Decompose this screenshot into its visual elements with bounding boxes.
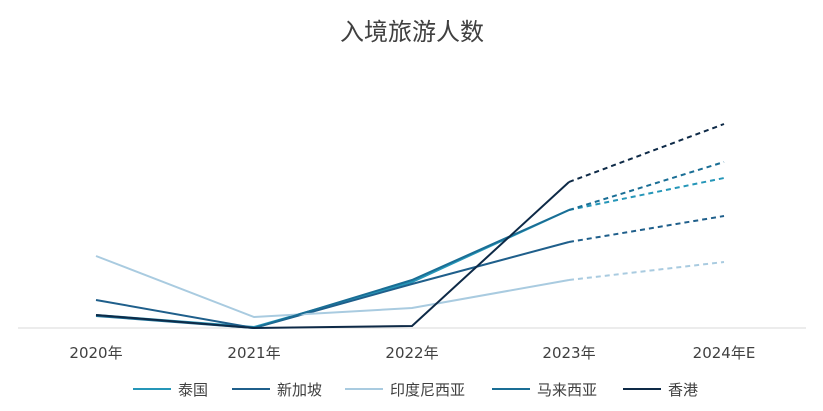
legend-label: 新加坡 xyxy=(277,381,322,399)
chart-title: 入境旅游人数 xyxy=(340,18,484,46)
series-line-actual xyxy=(95,241,570,330)
x-tick-label: 2020年 xyxy=(69,344,122,362)
series-line-forecast xyxy=(568,123,725,183)
series-line-forecast xyxy=(568,261,725,281)
x-tick-labels: 2020年 2021年 2022年 2023年 2024年E xyxy=(69,344,755,362)
series-3 xyxy=(95,161,725,330)
series-line-actual xyxy=(95,209,570,329)
legend: 泰国 新加坡 印度尼西亚 马来西亚 香港 xyxy=(133,381,698,399)
series-4 xyxy=(95,123,725,330)
legend-label: 印度尼西亚 xyxy=(390,381,465,399)
series-line-forecast xyxy=(568,161,725,211)
series-0 xyxy=(95,177,725,329)
series-line-forecast xyxy=(568,215,725,243)
x-tick-label: 2021年 xyxy=(227,344,280,362)
legend-label: 泰国 xyxy=(178,381,208,399)
legend-item: 新加坡 xyxy=(232,381,322,399)
x-tick-label: 2024年E xyxy=(693,344,756,362)
x-tick-label: 2023年 xyxy=(542,344,595,362)
legend-label: 香港 xyxy=(668,381,698,399)
series-1 xyxy=(95,215,725,330)
x-tick-label: 2022年 xyxy=(385,344,438,362)
legend-item: 马来西亚 xyxy=(492,381,597,399)
series-line-actual xyxy=(95,209,570,330)
series-line-actual xyxy=(95,255,570,319)
legend-label: 马来西亚 xyxy=(537,381,597,399)
series-2 xyxy=(95,255,725,319)
legend-item: 印度尼西亚 xyxy=(345,381,465,399)
series-line-forecast xyxy=(568,177,725,211)
series-line-actual xyxy=(95,181,570,330)
legend-item: 泰国 xyxy=(133,381,208,399)
series-layer xyxy=(95,123,725,330)
legend-item: 香港 xyxy=(623,381,698,399)
